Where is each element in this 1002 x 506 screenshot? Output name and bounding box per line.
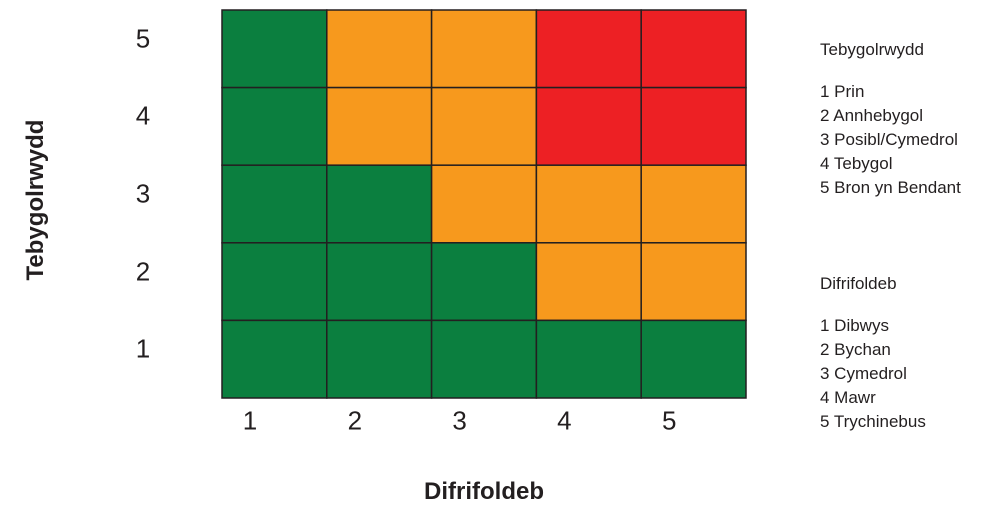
risk-cell-green <box>221 319 328 399</box>
risk-cell-green <box>535 319 642 399</box>
y-tick-label: 5 <box>135 23 151 54</box>
likelihood-legend: Tebygolrwydd 1 Prin 2 Annhebygol 3 Posib… <box>820 38 961 200</box>
risk-cell-red <box>535 9 642 89</box>
risk-cell-green <box>326 242 433 322</box>
severity-legend-item: 1 Dibwys <box>820 316 889 335</box>
risk-cell-orange <box>326 86 433 166</box>
risk-cell-green <box>326 319 433 399</box>
risk-cell-orange <box>430 86 538 166</box>
risk-cell-green <box>430 319 538 399</box>
risk-cell-orange <box>326 9 433 89</box>
risk-cell-orange <box>535 242 642 322</box>
y-axis-label: Tebygolrwydd <box>22 119 49 281</box>
likelihood-legend-item: 2 Annhebygol <box>820 106 924 125</box>
y-tick-label: 1 <box>135 333 151 364</box>
x-tick-label: 5 <box>661 405 677 436</box>
severity-legend-item: 5 Trychinebus <box>820 412 926 431</box>
likelihood-legend-item: 4 Tebygol <box>820 154 893 173</box>
risk-cell-green <box>221 86 328 166</box>
risk-cell-orange <box>640 164 747 244</box>
risk-cell-orange <box>430 9 538 89</box>
y-tick-label: 3 <box>135 178 151 209</box>
risk-cell-orange <box>640 242 747 322</box>
risk-cell-red <box>640 9 747 89</box>
severity-legend-heading: Difrifoldeb <box>820 274 897 293</box>
x-axis-label-wrap: Difrifoldeb <box>0 478 968 506</box>
y-tick-label: 2 <box>135 256 151 287</box>
x-tick-label: 3 <box>452 405 467 436</box>
severity-legend-item: 2 Bychan <box>820 340 891 359</box>
severity-legend: Difrifoldeb 1 Dibwys 2 Bychan 3 Cymedrol… <box>820 272 926 434</box>
risk-cell-red <box>535 86 642 166</box>
risk-cell-orange <box>535 164 642 244</box>
likelihood-legend-list: 1 Prin 2 Annhebygol 3 Posibl/Cymedrol 4 … <box>820 80 961 200</box>
risk-cell-green <box>430 242 538 322</box>
x-tick-label: 4 <box>557 405 572 436</box>
severity-legend-list: 1 Dibwys 2 Bychan 3 Cymedrol 4 Mawr 5 Tr… <box>820 314 926 434</box>
likelihood-legend-item: 5 Bron yn Bendant <box>820 178 961 197</box>
x-tick-label: 1 <box>242 405 258 436</box>
severity-legend-item: 3 Cymedrol <box>820 364 907 383</box>
risk-cell-green <box>221 164 328 244</box>
risk-cell-orange <box>430 164 538 244</box>
risk-cell-green <box>326 164 433 244</box>
risk-cell-red <box>640 86 747 166</box>
likelihood-legend-heading: Tebygolrwydd <box>820 40 924 59</box>
severity-legend-item: 4 Mawr <box>820 388 876 407</box>
likelihood-legend-item: 1 Prin <box>820 82 865 101</box>
likelihood-legend-item: 3 Posibl/Cymedrol <box>820 130 958 149</box>
x-tick-label: 2 <box>347 405 363 436</box>
y-tick-label: 4 <box>135 100 151 131</box>
risk-cell-green <box>221 9 328 89</box>
risk-cell-green <box>640 319 747 399</box>
x-axis-label: Difrifoldeb <box>424 478 544 505</box>
risk-cell-green <box>221 242 328 322</box>
